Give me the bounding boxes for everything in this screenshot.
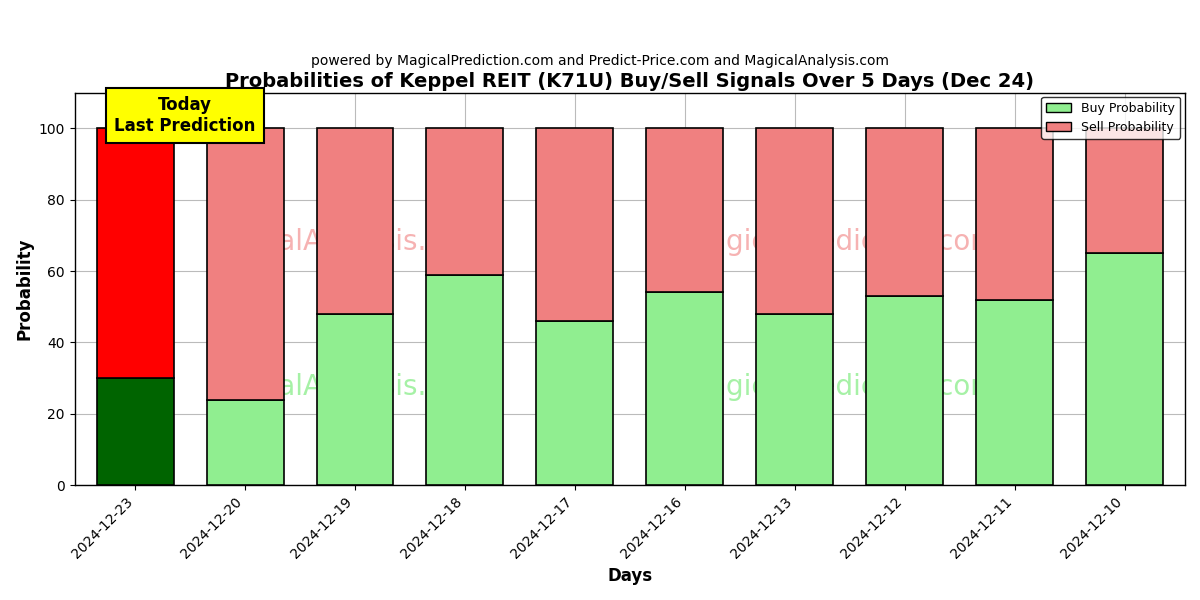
Text: calAnalysis.com: calAnalysis.com [264, 373, 486, 401]
Bar [647, 292, 724, 485]
Bar [756, 128, 833, 314]
Bar [1086, 128, 1163, 253]
Text: MagicalPrediction.com: MagicalPrediction.com [685, 228, 997, 256]
X-axis label: Days: Days [607, 567, 653, 585]
Text: Today
Last Prediction: Today Last Prediction [114, 96, 256, 135]
Y-axis label: Probability: Probability [16, 238, 34, 340]
Text: calAnalysis.com: calAnalysis.com [264, 228, 486, 256]
Legend: Buy Probability, Sell Probability: Buy Probability, Sell Probability [1042, 97, 1180, 139]
Bar [647, 128, 724, 292]
Bar [317, 128, 394, 314]
Bar [536, 128, 613, 321]
Bar [1086, 253, 1163, 485]
Bar [866, 296, 943, 485]
Text: powered by MagicalPrediction.com and Predict-Price.com and MagicalAnalysis.com: powered by MagicalPrediction.com and Pre… [311, 54, 889, 68]
Bar [976, 128, 1054, 299]
Bar [97, 128, 174, 378]
Bar [426, 128, 504, 275]
Bar [976, 299, 1054, 485]
Bar [426, 275, 504, 485]
Title: Probabilities of Keppel REIT (K71U) Buy/Sell Signals Over 5 Days (Dec 24): Probabilities of Keppel REIT (K71U) Buy/… [226, 72, 1034, 91]
Bar [97, 378, 174, 485]
Text: MagicalPrediction.com: MagicalPrediction.com [685, 373, 997, 401]
Bar [317, 314, 394, 485]
Bar [756, 314, 833, 485]
Bar [866, 128, 943, 296]
Bar [206, 400, 283, 485]
Bar [206, 128, 283, 400]
Bar [536, 321, 613, 485]
